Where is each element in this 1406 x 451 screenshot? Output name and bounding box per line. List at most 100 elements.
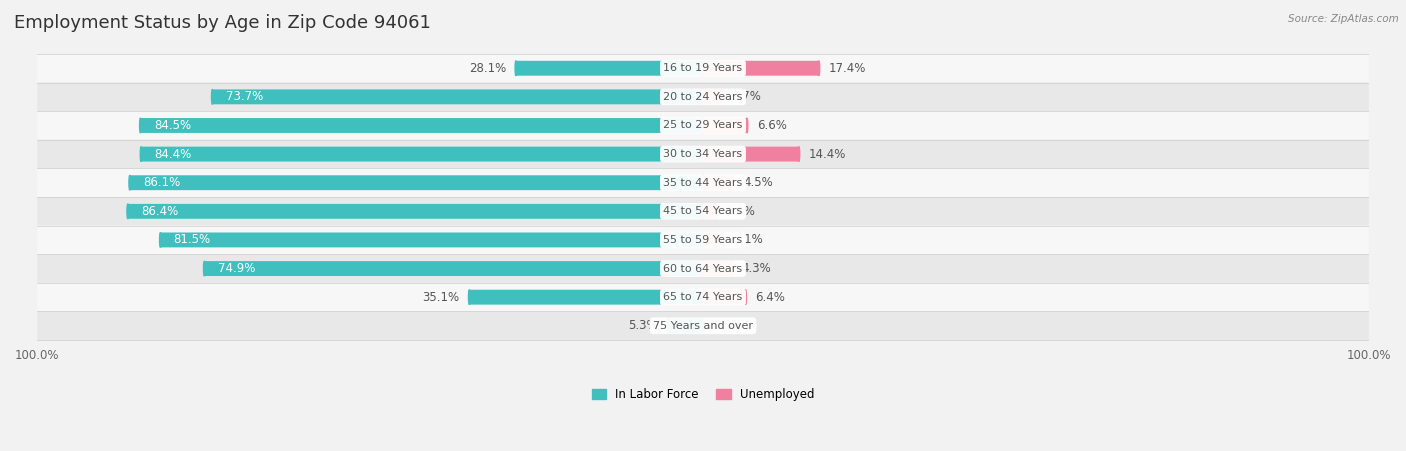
FancyBboxPatch shape [703,147,799,161]
Legend: In Labor Force, Unemployed: In Labor Force, Unemployed [592,388,814,401]
FancyBboxPatch shape [37,226,1369,254]
Ellipse shape [702,204,704,219]
Ellipse shape [702,261,704,276]
Ellipse shape [702,204,704,219]
Ellipse shape [468,290,470,304]
Ellipse shape [702,89,704,104]
Ellipse shape [141,147,142,161]
Text: 65 to 74 Years: 65 to 74 Years [664,292,742,302]
FancyBboxPatch shape [703,61,818,76]
Text: 84.5%: 84.5% [153,119,191,132]
Ellipse shape [702,118,704,133]
Ellipse shape [702,233,704,248]
Text: 20 to 24 Years: 20 to 24 Years [664,92,742,102]
Text: 25 to 29 Years: 25 to 29 Years [664,120,742,130]
Ellipse shape [139,118,142,133]
FancyBboxPatch shape [37,140,1369,168]
Text: Employment Status by Age in Zip Code 94061: Employment Status by Age in Zip Code 940… [14,14,430,32]
Ellipse shape [723,233,724,248]
Text: 2.7%: 2.7% [731,90,761,103]
Text: 0.0%: 0.0% [713,319,742,332]
FancyBboxPatch shape [703,233,724,248]
FancyBboxPatch shape [37,283,1369,312]
Ellipse shape [702,233,704,248]
FancyBboxPatch shape [141,118,703,133]
Ellipse shape [799,147,800,161]
FancyBboxPatch shape [703,118,747,133]
FancyBboxPatch shape [141,147,703,161]
FancyBboxPatch shape [37,54,1369,83]
Ellipse shape [204,261,205,276]
Text: 73.7%: 73.7% [225,90,263,103]
Ellipse shape [159,233,162,248]
FancyBboxPatch shape [37,168,1369,197]
Ellipse shape [745,290,747,304]
FancyBboxPatch shape [160,233,703,248]
Text: 3.1%: 3.1% [734,234,763,246]
Ellipse shape [211,89,214,104]
FancyBboxPatch shape [37,111,1369,140]
FancyBboxPatch shape [37,197,1369,226]
Text: 35.1%: 35.1% [422,290,460,304]
Text: 1.9%: 1.9% [725,205,755,218]
Text: 75 Years and over: 75 Years and over [652,321,754,331]
FancyBboxPatch shape [37,254,1369,283]
FancyBboxPatch shape [516,61,703,76]
Ellipse shape [702,61,704,76]
Text: 86.1%: 86.1% [143,176,180,189]
FancyBboxPatch shape [37,312,1369,340]
Ellipse shape [515,61,517,76]
FancyBboxPatch shape [128,204,703,219]
Ellipse shape [733,175,734,190]
Ellipse shape [747,118,748,133]
Text: 30 to 34 Years: 30 to 34 Years [664,149,742,159]
Text: 16 to 19 Years: 16 to 19 Years [664,63,742,73]
Text: 55 to 59 Years: 55 to 59 Years [664,235,742,245]
Text: 60 to 64 Years: 60 to 64 Years [664,263,742,274]
Text: 4.5%: 4.5% [742,176,773,189]
FancyBboxPatch shape [470,290,703,304]
Ellipse shape [702,147,704,161]
Ellipse shape [702,118,704,133]
Text: 4.3%: 4.3% [741,262,772,275]
Ellipse shape [702,61,704,76]
FancyBboxPatch shape [668,318,703,333]
Ellipse shape [702,290,704,304]
Text: 28.1%: 28.1% [468,62,506,75]
Text: 74.9%: 74.9% [218,262,254,275]
Ellipse shape [714,204,717,219]
FancyBboxPatch shape [703,175,733,190]
Ellipse shape [702,89,704,104]
Ellipse shape [702,318,704,333]
Ellipse shape [666,318,669,333]
FancyBboxPatch shape [129,175,703,190]
Text: Source: ZipAtlas.com: Source: ZipAtlas.com [1288,14,1399,23]
Text: 6.6%: 6.6% [756,119,787,132]
Text: 6.4%: 6.4% [755,290,786,304]
Ellipse shape [129,175,131,190]
Ellipse shape [702,290,704,304]
Ellipse shape [702,147,704,161]
FancyBboxPatch shape [212,89,703,104]
FancyBboxPatch shape [204,261,703,276]
FancyBboxPatch shape [703,89,721,104]
Text: 84.4%: 84.4% [155,147,191,161]
Ellipse shape [702,175,704,190]
Text: 35 to 44 Years: 35 to 44 Years [664,178,742,188]
Text: 45 to 54 Years: 45 to 54 Years [664,206,742,216]
Text: 17.4%: 17.4% [828,62,866,75]
Text: 14.4%: 14.4% [808,147,846,161]
Ellipse shape [720,89,721,104]
FancyBboxPatch shape [703,290,745,304]
Ellipse shape [702,261,704,276]
Text: 86.4%: 86.4% [141,205,179,218]
FancyBboxPatch shape [37,83,1369,111]
Ellipse shape [731,261,733,276]
Text: 81.5%: 81.5% [174,234,211,246]
Ellipse shape [818,61,820,76]
Ellipse shape [702,175,704,190]
FancyBboxPatch shape [703,204,716,219]
FancyBboxPatch shape [703,261,731,276]
Text: 5.3%: 5.3% [628,319,658,332]
Ellipse shape [127,204,129,219]
